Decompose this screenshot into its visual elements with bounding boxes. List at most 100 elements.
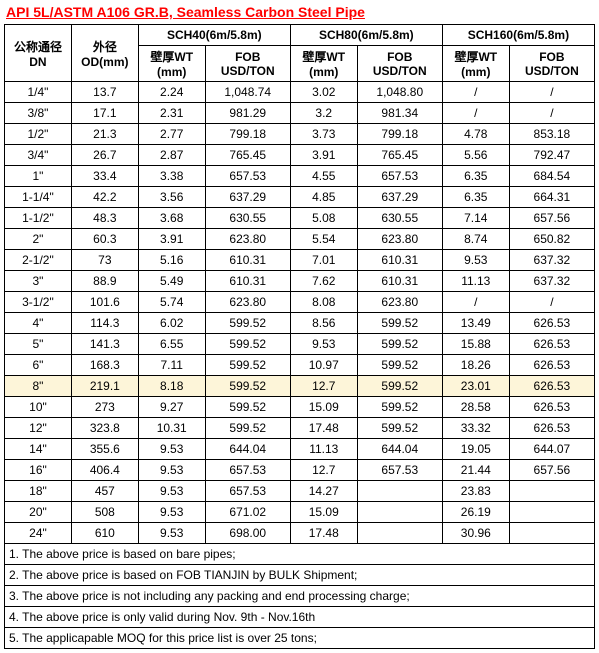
cell-wt160: 5.56 [442,145,509,166]
cell-fob80 [357,502,442,523]
header-wt80: 壁厚WT (mm) [290,46,357,82]
cell-wt160: 19.05 [442,439,509,460]
cell-wt160: 21.44 [442,460,509,481]
header-wt-line1: 壁厚WT [446,48,506,65]
cell-fob40: 698.00 [205,523,290,544]
cell-wt80: 5.54 [290,229,357,250]
table-notes: 1. The above price is based on bare pipe… [5,544,595,649]
cell-wt40: 3.68 [138,208,205,229]
cell-fob40: 799.18 [205,124,290,145]
cell-fob40: 630.55 [205,208,290,229]
cell-dn: 14" [5,439,72,460]
cell-dn: 1" [5,166,72,187]
cell-wt160: 6.35 [442,166,509,187]
cell-fob160: 650.82 [509,229,594,250]
cell-od: 457 [71,481,138,502]
cell-fob80: 610.31 [357,271,442,292]
cell-od: 508 [71,502,138,523]
cell-dn: 5" [5,334,72,355]
cell-fob160: / [509,292,594,313]
cell-wt80: 3.91 [290,145,357,166]
header-sch160: SCH160(6m/5.8m) [442,25,594,46]
table-row: 2"60.33.91623.805.54623.808.74650.82 [5,229,595,250]
header-fob-line1: FOB [513,50,591,64]
cell-wt80: 12.7 [290,376,357,397]
cell-od: 273 [71,397,138,418]
cell-wt40: 8.18 [138,376,205,397]
cell-wt40: 5.16 [138,250,205,271]
header-wt-line1: 壁厚WT [142,48,202,65]
header-od-line2: OD(mm) [75,55,135,69]
cell-od: 141.3 [71,334,138,355]
cell-wt80: 7.62 [290,271,357,292]
table-row: 14"355.69.53644.0411.13644.0419.05644.07 [5,439,595,460]
cell-wt40: 9.53 [138,460,205,481]
cell-fob40: 644.04 [205,439,290,460]
header-fob-line1: FOB [209,50,287,64]
cell-fob160: 657.56 [509,460,594,481]
cell-dn: 3/8" [5,103,72,124]
cell-wt160: / [442,292,509,313]
cell-fob160: 637.32 [509,250,594,271]
header-fob-line2: USD/TON [361,64,439,78]
cell-dn: 2" [5,229,72,250]
cell-fob40: 599.52 [205,397,290,418]
cell-fob40: 765.45 [205,145,290,166]
cell-wt40: 3.91 [138,229,205,250]
note-row: 3. The above price is not including any … [5,586,595,607]
cell-fob80: 599.52 [357,418,442,439]
cell-dn: 1/4" [5,82,72,103]
cell-wt160: 28.58 [442,397,509,418]
cell-dn: 24" [5,523,72,544]
cell-dn: 3-1/2" [5,292,72,313]
cell-wt160: 8.74 [442,229,509,250]
header-wt-line1: 壁厚WT [294,48,354,65]
header-wt40: 壁厚WT (mm) [138,46,205,82]
cell-od: 610 [71,523,138,544]
cell-fob40: 623.80 [205,229,290,250]
cell-wt80: 17.48 [290,418,357,439]
cell-wt80: 4.55 [290,166,357,187]
cell-fob160: 792.47 [509,145,594,166]
header-fob40: FOB USD/TON [205,46,290,82]
table-row: 3/4"26.72.87765.453.91765.455.56792.47 [5,145,595,166]
cell-fob80: 644.04 [357,439,442,460]
cell-fob160: 644.07 [509,439,594,460]
cell-wt40: 3.56 [138,187,205,208]
cell-wt40: 2.87 [138,145,205,166]
cell-wt40: 2.77 [138,124,205,145]
cell-dn: 16" [5,460,72,481]
cell-wt160: / [442,103,509,124]
pipe-price-table: 公称通径 DN 外径 OD(mm) SCH40(6m/5.8m) SCH80(6… [4,24,595,649]
cell-od: 73 [71,250,138,271]
cell-od: 406.4 [71,460,138,481]
table-row: 1/4"13.72.241,048.743.021,048.80// [5,82,595,103]
table-row: 3-1/2"101.65.74623.808.08623.80// [5,292,595,313]
cell-fob40: 657.53 [205,481,290,502]
table-row: 1"33.43.38657.534.55657.536.35684.54 [5,166,595,187]
cell-od: 168.3 [71,355,138,376]
note-text: 4. The above price is only valid during … [5,607,595,628]
cell-fob160: 684.54 [509,166,594,187]
cell-fob40: 599.52 [205,334,290,355]
cell-wt40: 9.53 [138,439,205,460]
cell-wt160: 23.01 [442,376,509,397]
table-header: 公称通径 DN 外径 OD(mm) SCH40(6m/5.8m) SCH80(6… [5,25,595,82]
cell-wt160: / [442,82,509,103]
cell-fob80: 610.31 [357,250,442,271]
cell-wt80: 12.7 [290,460,357,481]
cell-wt80: 15.09 [290,397,357,418]
cell-fob40: 599.52 [205,376,290,397]
cell-fob80: 599.52 [357,376,442,397]
cell-fob40: 599.52 [205,313,290,334]
cell-wt160: 33.32 [442,418,509,439]
note-row: 2. The above price is based on FOB TIANJ… [5,565,595,586]
cell-od: 17.1 [71,103,138,124]
cell-dn: 6" [5,355,72,376]
note-text: 2. The above price is based on FOB TIANJ… [5,565,595,586]
cell-fob40: 599.52 [205,355,290,376]
cell-dn: 4" [5,313,72,334]
cell-od: 101.6 [71,292,138,313]
cell-wt80: 15.09 [290,502,357,523]
cell-fob160: 853.18 [509,124,594,145]
